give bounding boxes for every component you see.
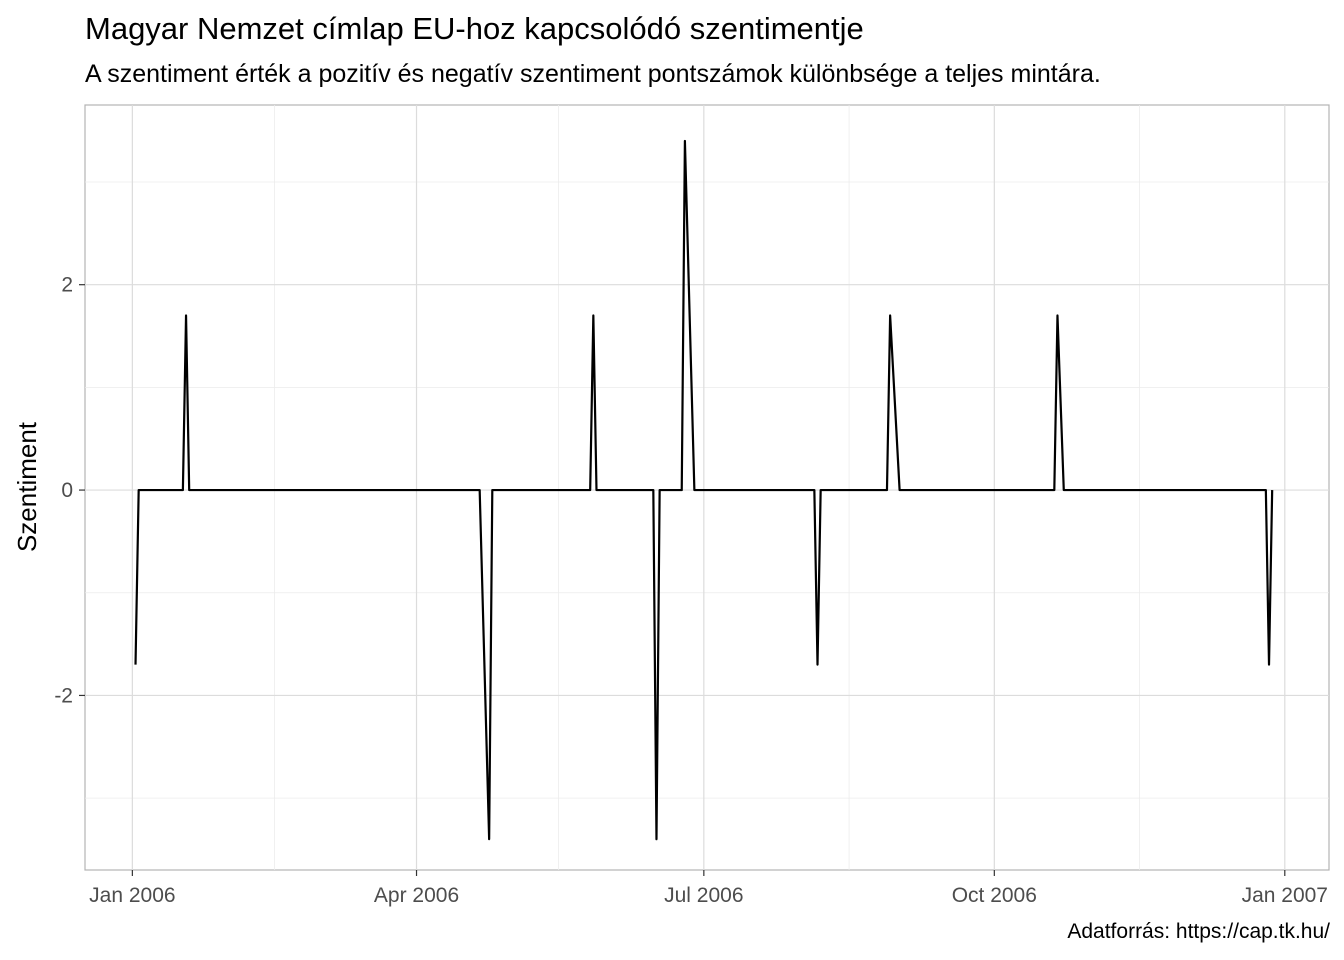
y-tick-label: 0 — [61, 479, 73, 502]
data-source-caption: Adatforrás: https://cap.tk.hu/ — [1067, 920, 1330, 943]
x-tick-label: Oct 2006 — [952, 884, 1037, 907]
x-tick-label: Jan 2007 — [1242, 884, 1328, 907]
y-axis-title: Szentiment — [12, 421, 42, 552]
chart-title: Magyar Nemzet címlap EU-hoz kapcsolódó s… — [85, 11, 864, 46]
y-tick-label: -2 — [54, 684, 73, 707]
x-tick-label: Apr 2006 — [374, 884, 459, 907]
y-tick-label: 2 — [61, 274, 73, 297]
series-layer — [134, 139, 1274, 841]
x-tick-label: Jul 2006 — [664, 884, 743, 907]
x-tick-label: Jan 2006 — [89, 884, 175, 907]
y-axis: -2 0 2 — [54, 274, 85, 707]
x-axis: Jan 2006 Apr 2006 Jul 2006 Oct 2006 Jan 2007 — [89, 870, 1328, 907]
sentiment-line — [134, 139, 1274, 841]
grid-minor — [85, 105, 1329, 870]
chart-subtitle: A szentiment érték a pozitív és negatív … — [85, 60, 1101, 88]
plot-panel — [84, 104, 1330, 871]
